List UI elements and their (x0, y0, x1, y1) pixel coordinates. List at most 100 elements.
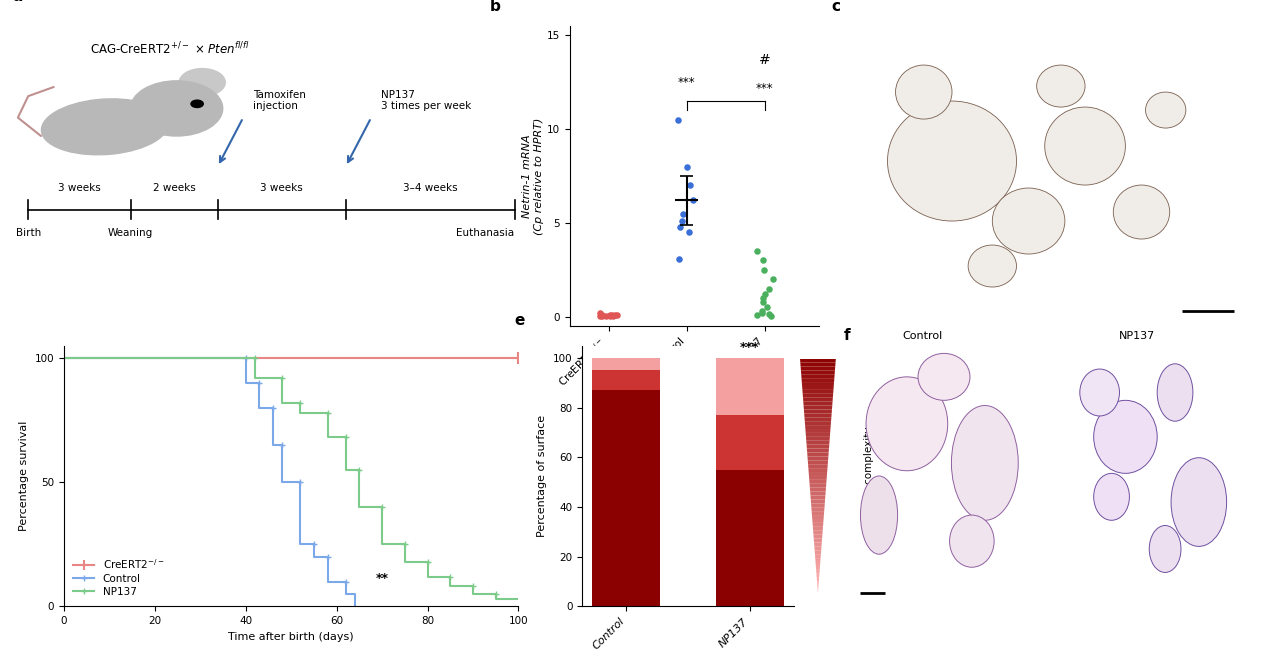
Point (754, 265, 774, 275)
Bar (591, 370, 660, 391)
Polygon shape (815, 558, 820, 562)
Polygon shape (812, 511, 824, 515)
Ellipse shape (992, 188, 1065, 254)
Circle shape (191, 100, 204, 108)
Ellipse shape (867, 377, 947, 471)
Text: CreERT2$^{+/-}$: CreERT2$^{+/-}$ (695, 359, 756, 373)
Text: NP137
3 times per week: NP137 3 times per week (381, 90, 472, 111)
Polygon shape (805, 417, 832, 421)
Polygon shape (803, 394, 833, 398)
Legend: CreERT2$^{-/-}$, Control, NP137: CreERT2$^{-/-}$, Control, NP137 (69, 553, 169, 601)
Point (763, 274, 783, 284)
Polygon shape (806, 445, 829, 449)
Polygon shape (803, 390, 833, 394)
Polygon shape (815, 562, 820, 566)
Circle shape (179, 68, 225, 96)
Text: ***: *** (755, 82, 773, 95)
Y-axis label: Netrin-1 mRNA
(Cp relative to HPRT): Netrin-1 mRNA (Cp relative to HPRT) (522, 117, 544, 235)
Polygon shape (813, 531, 823, 535)
Ellipse shape (1080, 369, 1120, 416)
Text: 3 weeks: 3 weeks (260, 183, 303, 193)
Polygon shape (805, 429, 831, 433)
Point (591, 310, 612, 320)
Text: Tumour complexity: Tumour complexity (864, 426, 874, 526)
Ellipse shape (1093, 400, 1157, 473)
Polygon shape (805, 425, 831, 429)
Text: 3–4 weeks: 3–4 weeks (403, 183, 457, 193)
Text: f: f (844, 328, 850, 344)
Polygon shape (801, 374, 835, 378)
Polygon shape (803, 398, 833, 402)
Ellipse shape (1093, 473, 1129, 520)
Polygon shape (805, 421, 831, 425)
Y-axis label: Percentage survival: Percentage survival (19, 421, 29, 531)
Polygon shape (815, 566, 820, 570)
Text: ***: *** (740, 340, 760, 353)
Bar (591, 391, 660, 606)
Polygon shape (812, 515, 824, 519)
Point (669, 254, 690, 264)
Point (756, 302, 777, 312)
Ellipse shape (1149, 526, 1181, 572)
Polygon shape (813, 527, 823, 531)
Polygon shape (800, 363, 836, 366)
Point (668, 115, 689, 125)
Polygon shape (810, 496, 826, 499)
Point (751, 308, 772, 318)
Ellipse shape (968, 245, 1016, 287)
Point (605, 310, 626, 321)
Polygon shape (801, 370, 835, 374)
Point (600, 310, 621, 321)
Point (603, 310, 623, 321)
Text: #: # (759, 53, 771, 67)
Polygon shape (809, 472, 827, 476)
Polygon shape (800, 366, 836, 370)
Ellipse shape (1146, 92, 1185, 128)
Ellipse shape (1171, 458, 1226, 546)
X-axis label: Time after birth (days): Time after birth (days) (228, 632, 355, 642)
Ellipse shape (1044, 107, 1125, 185)
Ellipse shape (1157, 364, 1193, 421)
Text: Euthanasia: Euthanasia (457, 228, 515, 238)
Polygon shape (806, 437, 829, 441)
Text: Weaning: Weaning (108, 228, 154, 238)
Point (677, 162, 698, 172)
Polygon shape (809, 480, 827, 484)
Polygon shape (806, 449, 829, 452)
Text: NP137: NP137 (1119, 331, 1155, 341)
Polygon shape (806, 441, 829, 445)
Bar (716, 358, 783, 415)
Point (669, 222, 690, 232)
Text: Birth: Birth (15, 228, 41, 238)
Point (753, 293, 773, 303)
Polygon shape (817, 582, 819, 585)
Ellipse shape (1114, 185, 1170, 239)
Polygon shape (804, 409, 832, 413)
Point (600, 310, 621, 321)
Point (603, 310, 623, 320)
Point (684, 195, 704, 205)
Bar (716, 415, 783, 469)
Polygon shape (813, 519, 823, 523)
Polygon shape (809, 476, 827, 480)
Polygon shape (805, 433, 831, 437)
Point (760, 310, 781, 321)
Polygon shape (804, 413, 832, 417)
Text: 2 weeks: 2 weeks (152, 183, 196, 193)
Polygon shape (801, 382, 835, 386)
Polygon shape (803, 386, 833, 390)
Polygon shape (804, 406, 832, 409)
Circle shape (131, 81, 223, 136)
Point (607, 310, 627, 320)
Polygon shape (817, 578, 819, 582)
Ellipse shape (896, 65, 952, 119)
Ellipse shape (951, 406, 1019, 520)
Ellipse shape (918, 353, 970, 400)
Y-axis label: Percentage of surface: Percentage of surface (538, 415, 548, 537)
Polygon shape (814, 542, 822, 546)
Point (758, 283, 778, 293)
Text: ***: *** (678, 76, 695, 89)
Point (753, 297, 773, 307)
Polygon shape (808, 452, 828, 456)
Polygon shape (813, 523, 823, 527)
